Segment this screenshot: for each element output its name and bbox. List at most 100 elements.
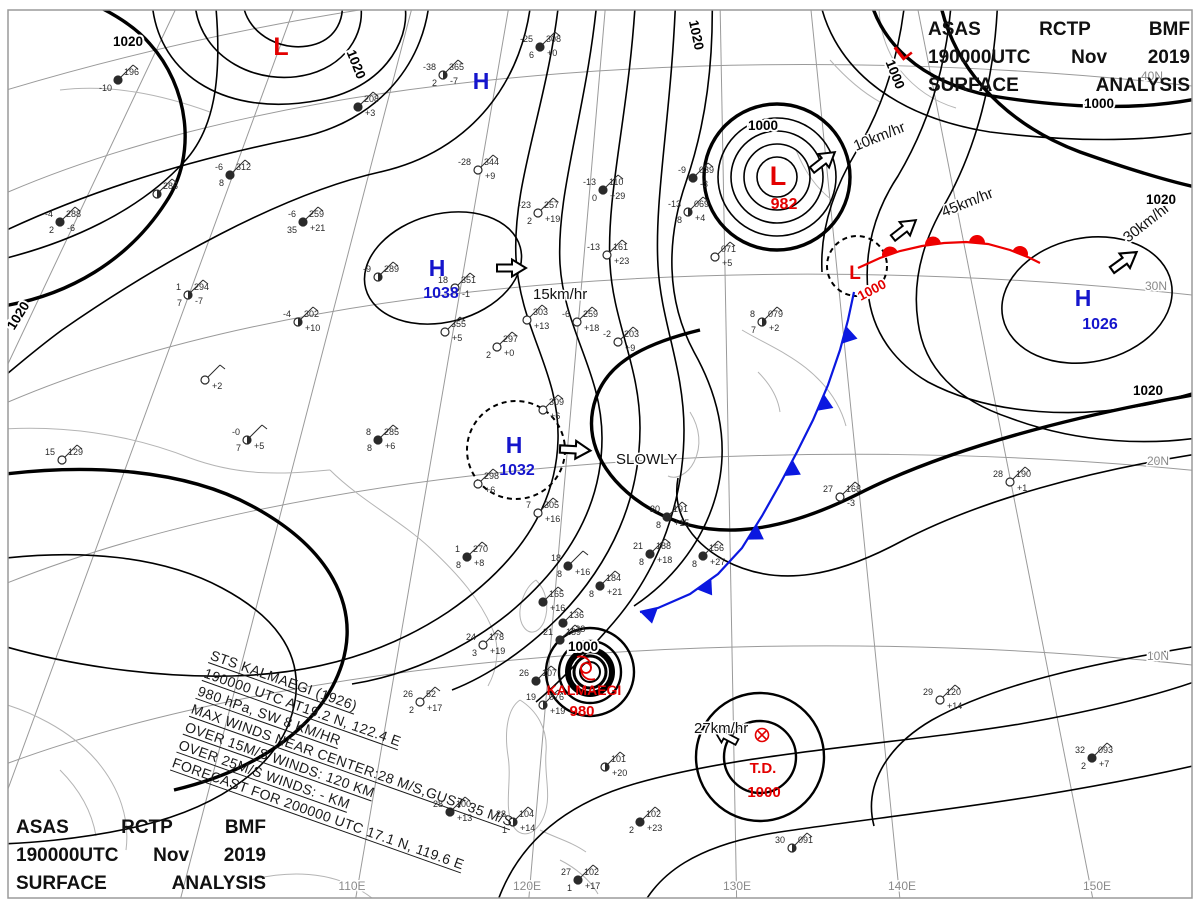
svg-text:7: 7 bbox=[751, 325, 756, 335]
svg-text:+18: +18 bbox=[657, 555, 672, 565]
svg-text:110: 110 bbox=[609, 177, 623, 187]
svg-text:344: 344 bbox=[484, 157, 499, 167]
station-plot: -28 344 +9 bbox=[458, 154, 499, 181]
station-plot: 32 093 +7 2 bbox=[1075, 742, 1113, 771]
svg-text:-7: -7 bbox=[195, 296, 203, 306]
svg-text:+19: +19 bbox=[490, 646, 505, 656]
svg-text:120: 120 bbox=[946, 687, 961, 697]
motion-arrow: 27km/hr bbox=[693, 719, 750, 746]
svg-text:189: 189 bbox=[566, 627, 581, 637]
svg-text:32: 32 bbox=[1075, 745, 1085, 755]
high-pressure-center: H 1032 bbox=[499, 432, 535, 479]
svg-text:24: 24 bbox=[466, 632, 476, 642]
svg-text:+7: +7 bbox=[1099, 759, 1109, 769]
svg-text:L: L bbox=[770, 161, 787, 191]
svg-text:259: 259 bbox=[309, 209, 324, 219]
graticule-label: 130E bbox=[723, 879, 751, 893]
graticule-label: 10N bbox=[1147, 649, 1169, 663]
station-plot: 208+3 bbox=[353, 91, 379, 118]
station-plot: 26 107 bbox=[519, 665, 557, 686]
station-plot: 7 305 +16 bbox=[526, 497, 560, 524]
svg-text:298: 298 bbox=[484, 471, 499, 481]
title-line-2: 190000UTC Nov 2019 bbox=[16, 845, 266, 866]
svg-text:27: 27 bbox=[823, 484, 833, 494]
svg-text:161: 161 bbox=[613, 242, 628, 252]
low-pressure-center: L 982 bbox=[770, 161, 798, 213]
svg-text:+6: +6 bbox=[550, 411, 560, 421]
svg-text:8: 8 bbox=[692, 559, 697, 569]
high-pressure-center: H 1026 bbox=[1075, 285, 1118, 333]
pressure-systems-layer: LHH1038H1032H1026L982LKALMAEGI980T.D.100… bbox=[273, 33, 1118, 801]
svg-text:8: 8 bbox=[219, 178, 224, 188]
svg-text:L: L bbox=[273, 33, 288, 61]
svg-text:-23: -23 bbox=[518, 200, 531, 210]
station-plot: -4 288 -6 2 bbox=[45, 206, 81, 235]
isobar-value-label: 1020 bbox=[686, 19, 707, 52]
typhoon-symbol-group: KALMAEGI 980 bbox=[547, 655, 621, 720]
station-plot: 286 bbox=[152, 178, 178, 199]
station-plot: 102 +23 2 bbox=[629, 806, 662, 835]
high-pressure-center: H bbox=[473, 68, 490, 94]
svg-text:-6: -6 bbox=[562, 309, 570, 319]
svg-text:1038: 1038 bbox=[423, 285, 459, 302]
svg-text:178: 178 bbox=[489, 632, 504, 642]
motion-speed-label: 45km/hr bbox=[939, 185, 996, 221]
svg-text:294: 294 bbox=[194, 282, 209, 292]
station-plot: 8 285 +6 8 bbox=[366, 424, 399, 453]
svg-text:8: 8 bbox=[557, 569, 562, 579]
svg-text:+19: +19 bbox=[545, 214, 560, 224]
title-block-bottom-left: ASAS RCTP BMF 190000UTC Nov 2019 SURFACE… bbox=[16, 814, 266, 898]
svg-text:259: 259 bbox=[583, 309, 598, 319]
station-plot: 29 120 +14 bbox=[923, 684, 962, 711]
svg-text:+21: +21 bbox=[310, 223, 325, 233]
svg-text:190: 190 bbox=[1016, 469, 1031, 479]
svg-text:52: 52 bbox=[426, 689, 436, 699]
svg-text:H: H bbox=[506, 432, 523, 458]
svg-text:-7: -7 bbox=[450, 76, 458, 86]
graticule-label: 140E bbox=[888, 879, 916, 893]
motion-arrow: 15km/hr bbox=[496, 257, 589, 305]
station-plot: 355+5 bbox=[440, 316, 466, 343]
svg-text:093: 093 bbox=[1098, 745, 1113, 755]
svg-text:076: 076 bbox=[549, 692, 564, 702]
station-plot: 297 +0 2 bbox=[486, 331, 518, 360]
svg-text:15: 15 bbox=[45, 447, 55, 457]
warm-front bbox=[857, 235, 1041, 270]
station-plot: -38 365 -7 2 bbox=[423, 59, 464, 88]
svg-text:309: 309 bbox=[549, 397, 564, 407]
station-plot: 27 102 +17 1 bbox=[561, 864, 600, 893]
svg-text:+5: +5 bbox=[722, 258, 732, 268]
svg-text:28: 28 bbox=[496, 809, 506, 819]
svg-text:20: 20 bbox=[650, 504, 660, 514]
graticule-label: 40N bbox=[1141, 69, 1163, 83]
tropical-depression-group: T.D. 1000 bbox=[747, 727, 781, 801]
svg-text:7: 7 bbox=[177, 298, 182, 308]
station-plot: 8 079 +2 7 bbox=[750, 306, 783, 335]
svg-text:1026: 1026 bbox=[1082, 316, 1118, 333]
svg-text:039: 039 bbox=[699, 165, 714, 175]
graticule-label: 120E bbox=[513, 879, 541, 893]
svg-text:-9: -9 bbox=[678, 165, 686, 175]
map-frame bbox=[7, 9, 1193, 899]
svg-text:104: 104 bbox=[519, 809, 534, 819]
svg-text:+8: +8 bbox=[474, 558, 484, 568]
svg-text:2: 2 bbox=[409, 705, 414, 715]
svg-text:8: 8 bbox=[656, 520, 661, 530]
station-plot: -6 259 +21 35 bbox=[287, 206, 325, 235]
station-plot: 27 168 -3 bbox=[823, 481, 861, 508]
svg-text:27: 27 bbox=[561, 867, 571, 877]
station-plot: 26 52 +17 2 bbox=[403, 686, 442, 715]
station-plot: -2 203 +9 bbox=[603, 326, 639, 353]
station-plot: 28 190 +1 bbox=[993, 466, 1031, 493]
svg-text:980: 980 bbox=[569, 703, 594, 720]
station-plot: 30 091 bbox=[775, 832, 813, 853]
title-block-top-right: ASAS RCTP BMF 190000UTC Nov 2019 SURFACE… bbox=[928, 16, 1190, 100]
svg-text:-6: -6 bbox=[215, 162, 223, 172]
low-pressure-center: L bbox=[273, 33, 288, 61]
svg-text:+13: +13 bbox=[457, 813, 472, 823]
svg-text:+5: +5 bbox=[254, 441, 264, 451]
svg-text:-38: -38 bbox=[423, 62, 436, 72]
isobar-value-label: 1000 bbox=[568, 639, 598, 654]
